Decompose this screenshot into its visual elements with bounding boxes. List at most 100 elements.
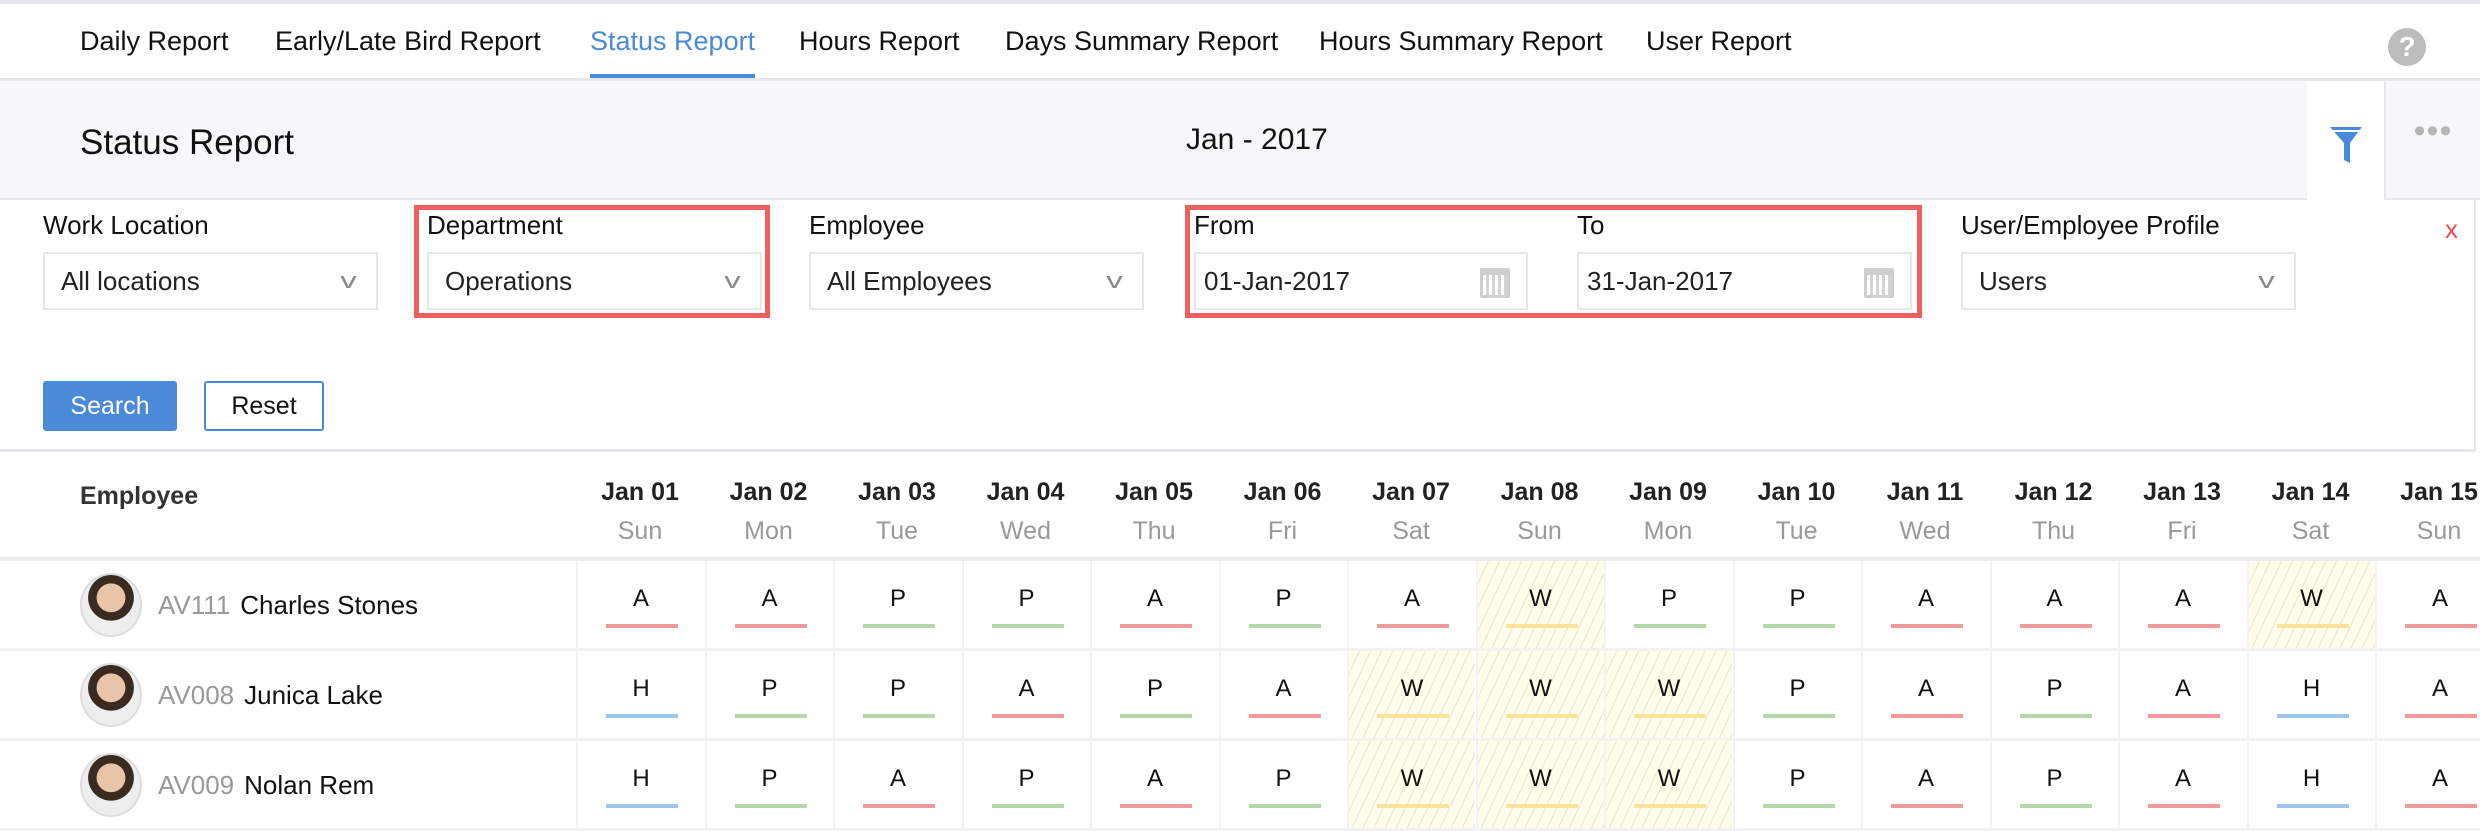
status-cell[interactable]: W [2246,561,2375,648]
status-cell[interactable]: P [833,651,961,738]
status-letter: W [1657,675,1681,702]
status-cell[interactable]: A [576,561,704,648]
status-cell[interactable]: W [1604,741,1732,828]
status-letter: P [1660,585,1677,612]
status-cell[interactable]: P [704,741,833,828]
status-cell[interactable]: P [1604,561,1732,648]
filter-button[interactable] [2307,81,2384,202]
date-label: Jan 07 [1372,478,1450,506]
status-cell[interactable]: P [1732,651,1861,738]
close-filter-icon[interactable]: x [2445,214,2458,244]
status-cell[interactable]: A [704,561,833,648]
employee-cell[interactable]: AV009 Nolan Rem [80,753,374,817]
chevron-down-icon: v [724,268,741,293]
status-letter: A [632,585,649,612]
employee-cell[interactable]: AV111 Charles Stones [80,573,418,637]
tab-status-report[interactable]: Status Report [590,26,756,78]
status-cell[interactable]: H [2246,741,2375,828]
more-options-button[interactable]: ••• [2384,81,2480,200]
status-underline [1505,804,1578,808]
status-cell[interactable]: H [2246,651,2375,738]
status-letter: A [2431,765,2448,792]
to-date-input[interactable]: 31-Jan-2017 [1577,252,1912,310]
status-cell[interactable]: H [576,651,704,738]
status-cell[interactable]: A [2375,561,2480,648]
date-label: Jan 03 [858,478,936,506]
tab-early-late-bird-report[interactable]: Early/Late Bird Report [275,26,541,56]
status-cell[interactable]: W [1475,561,1604,648]
tab-days-summary-report[interactable]: Days Summary Report [1005,26,1279,56]
help-icon[interactable]: ? [2388,28,2426,66]
status-cell[interactable]: W [1347,741,1475,828]
status-cell[interactable]: A [961,651,1090,738]
employee-name[interactable]: Charles Stones [240,589,419,620]
status-cell[interactable]: A [2375,741,2480,828]
status-cell[interactable]: P [1989,741,2118,828]
work-location-select[interactable]: All locations v [43,252,378,310]
status-letter: P [889,675,906,702]
status-cell[interactable]: W [1604,651,1732,738]
status-cell[interactable]: A [1861,651,1989,738]
status-cell[interactable]: A [1090,741,1218,828]
status-underline [2276,714,2349,718]
status-cell[interactable]: P [704,651,833,738]
status-cell[interactable]: A [1861,741,1989,828]
department-select[interactable]: Operations v [427,252,762,310]
status-cell[interactable]: P [1218,561,1347,648]
date-column-header: Jan 04 Wed [962,478,1090,546]
status-cell[interactable]: A [1989,561,2118,648]
status-cell[interactable]: A [1347,561,1475,648]
to-date-value: 31-Jan-2017 [1587,266,1733,296]
employee-name[interactable]: Junica Lake [244,679,383,710]
reset-button[interactable]: Reset [204,381,324,431]
weekday-label: Thu [1132,517,1176,545]
date-label: Jan 08 [1500,478,1579,506]
tab-user-report[interactable]: User Report [1646,26,1792,56]
status-cell[interactable]: P [1732,741,1861,828]
status-cell[interactable]: P [961,741,1090,828]
employee-select[interactable]: All Employees v [809,252,1144,310]
status-cell[interactable]: A [2375,651,2480,738]
status-cell[interactable]: H [576,741,704,828]
employee-id: AV111 [158,589,231,620]
status-underline [2276,624,2349,628]
status-cell[interactable]: W [1475,651,1604,738]
tab-hours-summary-report[interactable]: Hours Summary Report [1319,26,1603,56]
profile-select[interactable]: Users v [1961,252,2296,310]
status-letter: A [2431,585,2448,612]
status-cell[interactable]: A [1090,561,1218,648]
status-cell[interactable]: A [2118,651,2246,738]
status-cell[interactable]: W [1347,651,1475,738]
status-cell[interactable]: P [1090,651,1218,738]
calendar-icon[interactable] [1480,268,1510,298]
tab-daily-report[interactable]: Daily Report [80,26,229,56]
status-cell[interactable]: P [1989,651,2118,738]
status-cell[interactable]: P [833,561,961,648]
status-underline [734,624,807,628]
date-label: Jan 09 [1629,478,1707,506]
status-cell[interactable]: W [1475,741,1604,828]
from-date-input[interactable]: 01-Jan-2017 [1194,252,1528,310]
status-cell[interactable]: P [961,561,1090,648]
employee-cell[interactable]: AV008 Junica Lake [80,663,383,727]
employee-name[interactable]: Nolan Rem [244,769,375,800]
status-cell[interactable]: P [1732,561,1861,648]
status-cell[interactable]: P [1218,741,1347,828]
status-letter: A [1917,675,1934,702]
calendar-icon[interactable] [1864,268,1894,298]
avatar [80,753,142,817]
status-cell[interactable]: A [833,741,961,828]
status-cell[interactable]: A [2118,741,2246,828]
status-underline [863,624,935,628]
status-underline [734,714,807,718]
status-cell[interactable]: A [1861,561,1989,648]
employee-column-header: Employee [80,482,199,510]
weekday-label: Wed [1899,517,1951,545]
status-letter: A [1018,675,1035,702]
tab-hours-report[interactable]: Hours Report [799,26,960,56]
from-label: From [1194,210,1255,240]
search-button[interactable]: Search [43,381,177,431]
weekday-label: Sun [2416,517,2462,545]
status-cell[interactable]: A [1218,651,1347,738]
status-cell[interactable]: A [2118,561,2246,648]
